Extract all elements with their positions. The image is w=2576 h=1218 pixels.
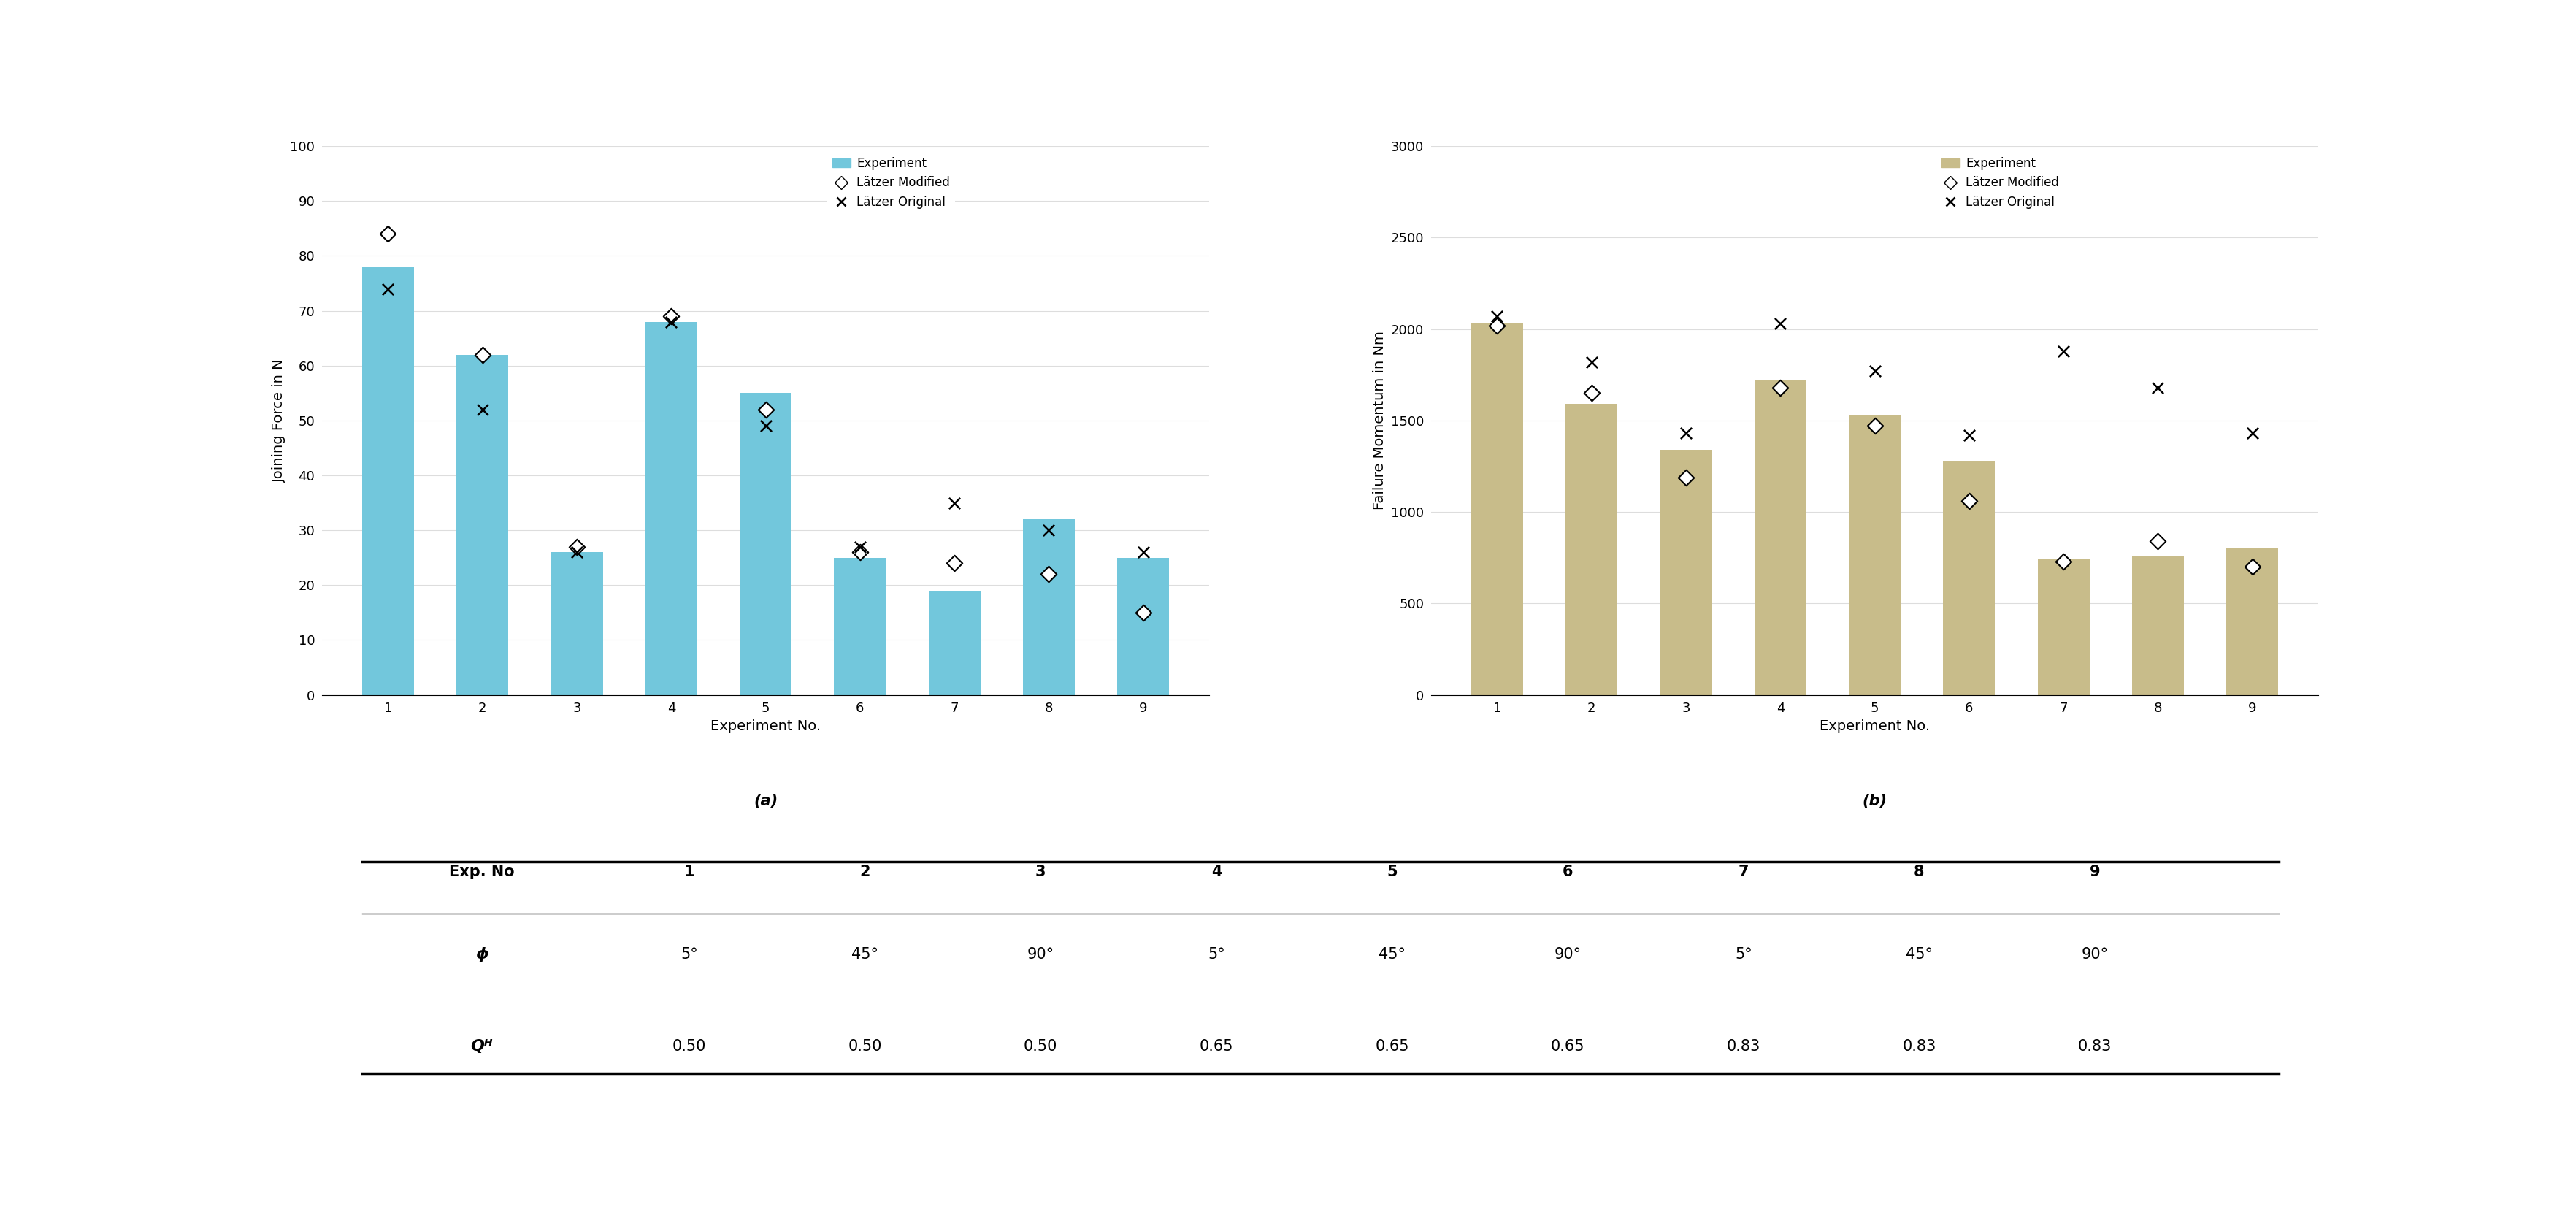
Text: 3: 3 xyxy=(1036,865,1046,879)
Bar xyxy=(835,558,886,695)
Bar xyxy=(1471,324,1522,695)
Text: 0.83: 0.83 xyxy=(2079,1039,2112,1054)
Point xyxy=(1947,491,1989,510)
Point xyxy=(2138,378,2179,397)
Point xyxy=(1476,315,1517,335)
Text: 6: 6 xyxy=(1564,865,1574,879)
Text: 0.83: 0.83 xyxy=(1726,1039,1759,1054)
Point xyxy=(1947,425,1989,445)
Bar xyxy=(1118,558,1170,695)
Bar xyxy=(1659,449,1713,695)
Text: 4: 4 xyxy=(1211,865,1221,879)
Text: 0.65: 0.65 xyxy=(1376,1039,1409,1054)
Point xyxy=(935,553,976,572)
Point xyxy=(1123,603,1164,622)
Point xyxy=(652,307,693,326)
Point xyxy=(556,537,598,557)
Point xyxy=(1123,542,1164,561)
Y-axis label: Failure Momentum in Nm: Failure Momentum in Nm xyxy=(1373,331,1386,510)
Point xyxy=(1571,384,1613,403)
Bar xyxy=(1566,404,1618,695)
Text: 0.50: 0.50 xyxy=(848,1039,881,1054)
Point xyxy=(1571,352,1613,371)
Text: 8: 8 xyxy=(1914,865,1924,879)
Bar xyxy=(647,322,698,695)
X-axis label: Experiment No.: Experiment No. xyxy=(711,719,822,733)
Legend: Experiment, Lätzer Modified, Lätzer Original: Experiment, Lätzer Modified, Lätzer Orig… xyxy=(1937,152,2063,213)
Text: 0.50: 0.50 xyxy=(672,1039,706,1054)
Bar xyxy=(2038,559,2089,695)
Bar xyxy=(1850,415,1901,695)
Point xyxy=(744,400,786,419)
Text: 5°: 5° xyxy=(1208,948,1226,962)
Bar xyxy=(1942,460,1994,695)
Text: 0.50: 0.50 xyxy=(1023,1039,1059,1054)
Point xyxy=(840,537,881,557)
Point xyxy=(1855,417,1896,436)
Text: 5: 5 xyxy=(1386,865,1396,879)
Point xyxy=(840,542,881,561)
Point xyxy=(461,400,502,419)
Point xyxy=(1664,468,1705,487)
Bar xyxy=(927,591,981,695)
Point xyxy=(1028,564,1069,583)
Point xyxy=(1759,378,1801,397)
Text: 90°: 90° xyxy=(1028,948,1054,962)
Text: (a): (a) xyxy=(755,794,778,809)
Point xyxy=(2043,552,2084,571)
Point xyxy=(1664,424,1705,443)
Text: 7: 7 xyxy=(1739,865,1749,879)
Point xyxy=(2043,341,2084,361)
Bar xyxy=(1754,380,1806,695)
Text: 0.83: 0.83 xyxy=(1901,1039,1937,1054)
Text: Qᴴ: Qᴴ xyxy=(471,1039,492,1054)
Bar xyxy=(1023,519,1074,695)
Point xyxy=(2138,531,2179,551)
Text: 0.65: 0.65 xyxy=(1551,1039,1584,1054)
Bar xyxy=(2226,548,2277,695)
Text: 45°: 45° xyxy=(853,948,878,962)
Point xyxy=(1476,307,1517,326)
Text: 45°: 45° xyxy=(1378,948,1406,962)
Point xyxy=(1028,520,1069,540)
Legend: Experiment, Lätzer Modified, Lätzer Original: Experiment, Lätzer Modified, Lätzer Orig… xyxy=(827,152,956,213)
Point xyxy=(368,224,410,244)
Text: Exp. No: Exp. No xyxy=(448,865,515,879)
Text: (b): (b) xyxy=(1862,794,1888,809)
Text: 5°: 5° xyxy=(1734,948,1752,962)
Point xyxy=(461,345,502,364)
Y-axis label: Joining Force in N: Joining Force in N xyxy=(273,358,286,482)
Point xyxy=(2231,424,2272,443)
Point xyxy=(1759,314,1801,334)
Point xyxy=(1855,362,1896,381)
Text: 9: 9 xyxy=(2089,865,2099,879)
X-axis label: Experiment No.: Experiment No. xyxy=(1819,719,1929,733)
Point xyxy=(368,279,410,298)
Bar xyxy=(456,354,507,695)
Point xyxy=(744,417,786,436)
Point xyxy=(556,542,598,561)
Text: 90°: 90° xyxy=(2081,948,2107,962)
Bar xyxy=(363,267,415,695)
Text: 90°: 90° xyxy=(1553,948,1582,962)
Text: 1: 1 xyxy=(685,865,696,879)
Point xyxy=(652,312,693,331)
Text: ϕ: ϕ xyxy=(474,946,489,962)
Text: 5°: 5° xyxy=(680,948,698,962)
Text: 2: 2 xyxy=(860,865,871,879)
Bar xyxy=(739,393,791,695)
Bar xyxy=(2133,555,2184,695)
Point xyxy=(2231,557,2272,576)
Bar xyxy=(551,552,603,695)
Text: 45°: 45° xyxy=(1906,948,1932,962)
Text: 0.65: 0.65 xyxy=(1200,1039,1234,1054)
Point xyxy=(935,493,976,513)
